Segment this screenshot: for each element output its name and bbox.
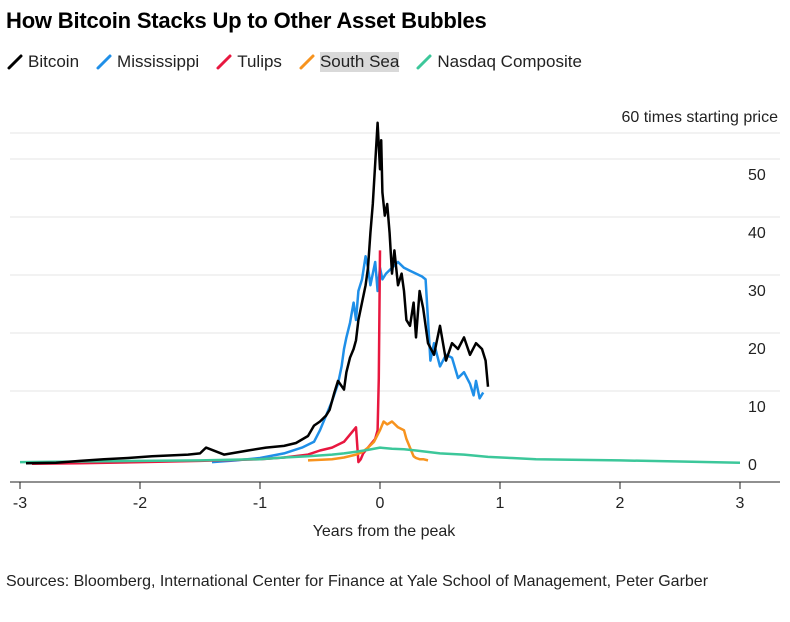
- legend-label-south-sea: South Sea: [319, 52, 400, 72]
- chart: 0 10 20 30 40 50 -3 -2 -1 0 1 2 3 60 times starting…: [10, 109, 780, 540]
- x-tick-label: 3: [736, 495, 745, 512]
- x-ticks: -3 -2 -1 0 1 2 3: [13, 482, 745, 512]
- legend-swatch-nasdaq-composite: [416, 54, 432, 70]
- series-line-tulips: [31, 250, 382, 466]
- y-tick-label: 50: [748, 167, 766, 184]
- legend-label-mississippi: Mississippi: [117, 52, 200, 71]
- legend-swatch-bitcoin: [7, 54, 23, 70]
- x-axis-label: Years from the peak: [313, 523, 457, 540]
- x-tick-label: -1: [253, 495, 267, 512]
- y-tick-labels: 0 10 20 30 40 50: [748, 167, 766, 474]
- series-line-south-sea: [307, 420, 429, 462]
- series-lines: [19, 121, 741, 466]
- legend-swatch-mississippi: [96, 54, 112, 70]
- legend: Bitcoin Mississippi Tulips South Sea Nas…: [6, 52, 598, 72]
- legend-item-mississippi: Mississippi: [95, 52, 199, 72]
- legend-item-nasdaq-composite: Nasdaq Composite: [415, 52, 582, 72]
- y-tick-label: 0: [748, 457, 757, 474]
- y-tick-label: 10: [748, 399, 766, 416]
- legend-label-bitcoin: Bitcoin: [28, 52, 80, 71]
- x-tick-label: 2: [616, 495, 625, 512]
- legend-label-nasdaq-composite: Nasdaq Composite: [437, 52, 582, 71]
- legend-item-bitcoin: Bitcoin: [6, 52, 79, 72]
- series-line-mississippi: [211, 254, 485, 464]
- legend-swatch-tulips: [216, 54, 232, 70]
- series-line-nasdaq-composite: [19, 446, 741, 464]
- x-tick-label: 0: [376, 495, 385, 512]
- y-tick-label: 40: [748, 225, 766, 242]
- series-line-bitcoin: [25, 121, 490, 465]
- x-tick-label: 1: [496, 495, 505, 512]
- chart-title: How Bitcoin Stacks Up to Other Asset Bub…: [6, 8, 487, 33]
- x-tick-label: -2: [133, 495, 147, 512]
- legend-swatch-south-sea: [299, 54, 315, 70]
- legend-label-tulips: Tulips: [237, 52, 282, 71]
- x-tick-label: -3: [13, 495, 27, 512]
- legend-item-south-sea: South Sea: [298, 52, 400, 72]
- y-tick-label: 30: [748, 283, 766, 300]
- legend-item-tulips: Tulips: [215, 52, 282, 72]
- gridlines: [10, 132, 780, 392]
- y-axis-label: 60 times starting price: [621, 109, 778, 126]
- y-tick-label: 20: [748, 341, 766, 358]
- sources-note: Sources: Bloomberg, International Center…: [6, 573, 709, 590]
